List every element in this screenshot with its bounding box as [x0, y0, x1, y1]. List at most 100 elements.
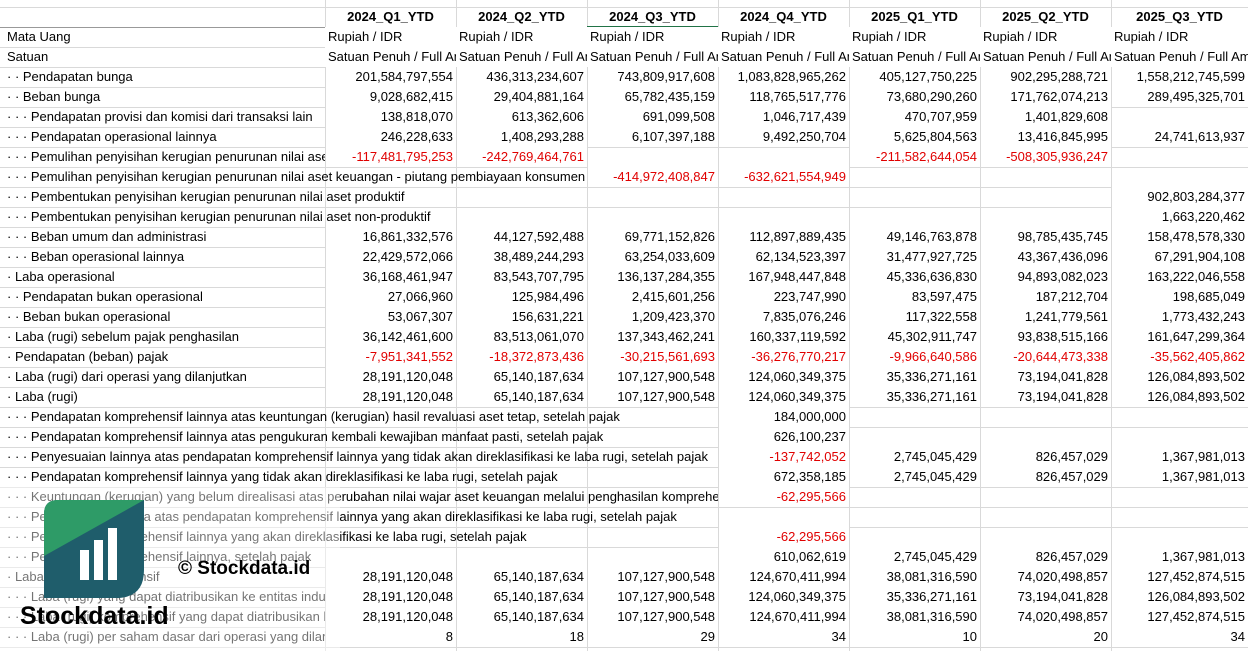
- row-label: · · · Laba (rugi) komprehensif yang dapa…: [7, 609, 325, 624]
- cell-value: 118,765,517,776: [718, 87, 849, 107]
- row-label: · · Pendapatan bunga: [7, 69, 133, 84]
- cell-value: 158,478,578,330: [1111, 227, 1248, 247]
- row-label: · · · Pendapatan operasional lainnya: [7, 129, 217, 144]
- row-label: · · Pendapatan bukan operasional: [7, 289, 203, 304]
- cell-text: Satuan Penuh / Full Amount: [980, 47, 1111, 67]
- cell-value: 5,625,804,563: [849, 127, 980, 147]
- cell-value: 184,000,000: [718, 407, 849, 427]
- row-line: [0, 7, 1248, 8]
- cell-value: 1,401,829,608: [980, 107, 1111, 127]
- cell-value: 28,191,120,048: [325, 607, 456, 627]
- cell-value: 9,492,250,704: [718, 127, 849, 147]
- cell-value: 1,663,220,462: [1111, 207, 1248, 227]
- row-label: · · · Pendapatan provisi dan komisi dari…: [7, 109, 313, 124]
- cell-value: 22,429,572,066: [325, 247, 456, 267]
- row-label: · · · Pemulihan penyisihan kerugian penu…: [7, 149, 325, 164]
- cell-value: 125,984,496: [456, 287, 587, 307]
- row-label: · · · Penyesuaian lainnya atas pendapata…: [7, 509, 677, 524]
- cell-value: 27,066,960: [325, 287, 456, 307]
- cell-value: 826,457,029: [980, 547, 1111, 567]
- row-label: · · · Keuntungan (kerugian) yang belum d…: [7, 489, 718, 504]
- cell-value: 246,228,633: [325, 127, 456, 147]
- cell-value: 107,127,900,548: [587, 387, 718, 407]
- row-label: · · · Pemulihan penyisihan kerugian penu…: [7, 169, 586, 184]
- cell-value: -211,582,644,054: [849, 147, 980, 167]
- cell-value: 613,362,606: [456, 107, 587, 127]
- cell-value: 83,543,707,795: [456, 267, 587, 287]
- logo-shape: [44, 500, 144, 556]
- cell-value: 36,142,461,600: [325, 327, 456, 347]
- cell-value: -632,621,554,949: [718, 167, 849, 187]
- cell-value: 34: [1111, 627, 1248, 647]
- cell-value: 137,343,462,241: [587, 327, 718, 347]
- cell-value: 65,140,187,634: [456, 367, 587, 387]
- cell-value: 672,358,185: [718, 467, 849, 487]
- cell-value: 124,060,349,375: [718, 367, 849, 387]
- cell-value: 29,404,881,164: [456, 87, 587, 107]
- column-header: 2024_Q3_YTD: [609, 9, 696, 24]
- cell-value: 1,408,293,288: [456, 127, 587, 147]
- cell-value: 1,773,432,243: [1111, 307, 1248, 327]
- cell-value: 65,782,435,159: [587, 87, 718, 107]
- cell-value: 117,322,558: [849, 307, 980, 327]
- cell-value: 28,191,120,048: [325, 367, 456, 387]
- cell-value: 160,337,119,592: [718, 327, 849, 347]
- cell-value: 83,513,061,070: [456, 327, 587, 347]
- column-header: 2024_Q4_YTD: [740, 9, 827, 24]
- cell-value: 63,254,033,609: [587, 247, 718, 267]
- row-line: [0, 467, 1248, 468]
- cell-value: 45,302,911,747: [849, 327, 980, 347]
- row-line: [0, 407, 1248, 408]
- row-line: [0, 187, 1248, 188]
- cell-value: -508,305,936,247: [980, 147, 1111, 167]
- cell-value: 7,835,076,246: [718, 307, 849, 327]
- cell-value: 45,336,636,830: [849, 267, 980, 287]
- row-label: · · · Pendapatan komprehensif lainnya at…: [7, 429, 604, 444]
- cell-value: 94,893,082,023: [980, 267, 1111, 287]
- cell-value: -35,562,405,862: [1111, 347, 1248, 367]
- cell-value: 1,241,779,561: [980, 307, 1111, 327]
- cell-value: 470,707,959: [849, 107, 980, 127]
- watermark-caption: © Stockdata.id: [178, 558, 311, 579]
- cell-value: -20,644,473,338: [980, 347, 1111, 367]
- cell-value: 69,771,152,826: [587, 227, 718, 247]
- row-line: [0, 547, 1248, 548]
- row-line: [0, 527, 1248, 528]
- cell-value: 405,127,750,225: [849, 67, 980, 87]
- cell-value: 8: [325, 627, 456, 647]
- row-label: · · · Pembentukan penyisihan kerugian pe…: [7, 209, 431, 224]
- row-label: · · · Laba (rugi) per saham dasar dari o…: [7, 629, 325, 644]
- cell-value: 93,838,515,166: [980, 327, 1111, 347]
- cell-value: 161,647,299,364: [1111, 327, 1248, 347]
- cell-value: 13,416,845,995: [980, 127, 1111, 147]
- cell-value: 73,194,041,828: [980, 387, 1111, 407]
- cell-value: 289,495,325,701: [1111, 87, 1248, 107]
- cell-value: 124,670,411,994: [718, 607, 849, 627]
- cell-text: Satuan Penuh / Full Amount: [456, 47, 587, 67]
- cell-value: -137,742,052: [718, 447, 849, 467]
- cell-value: 16,861,332,576: [325, 227, 456, 247]
- cell-value: -36,276,770,217: [718, 347, 849, 367]
- cell-value: 35,336,271,161: [849, 367, 980, 387]
- cell-value: 18: [456, 627, 587, 647]
- cell-value: -117,481,795,253: [325, 147, 456, 167]
- cell-value: 73,680,290,260: [849, 87, 980, 107]
- row-label: · · · Beban operasional lainnya: [7, 249, 185, 264]
- cell-value: 436,313,234,607: [456, 67, 587, 87]
- column-header: 2024_Q2_YTD: [478, 9, 565, 24]
- watermark-brand: Stockdata.id: [20, 602, 169, 630]
- cell-value: 35,336,271,161: [849, 587, 980, 607]
- cell-value: 20: [980, 627, 1111, 647]
- cell-value: 826,457,029: [980, 467, 1111, 487]
- cell-value: 124,060,349,375: [718, 587, 849, 607]
- cell-text: Rupiah / IDR: [718, 27, 849, 47]
- row-line: [0, 147, 1248, 148]
- row-label: · Laba (rugi) sebelum pajak penghasilan: [7, 329, 239, 344]
- cell-value: 198,685,049: [1111, 287, 1248, 307]
- row-line: [0, 447, 1248, 448]
- column-header: 2025_Q3_YTD: [1136, 9, 1223, 24]
- cell-value: 107,127,900,548: [587, 367, 718, 387]
- logo-bar: [80, 550, 89, 580]
- row-line: [0, 427, 1248, 428]
